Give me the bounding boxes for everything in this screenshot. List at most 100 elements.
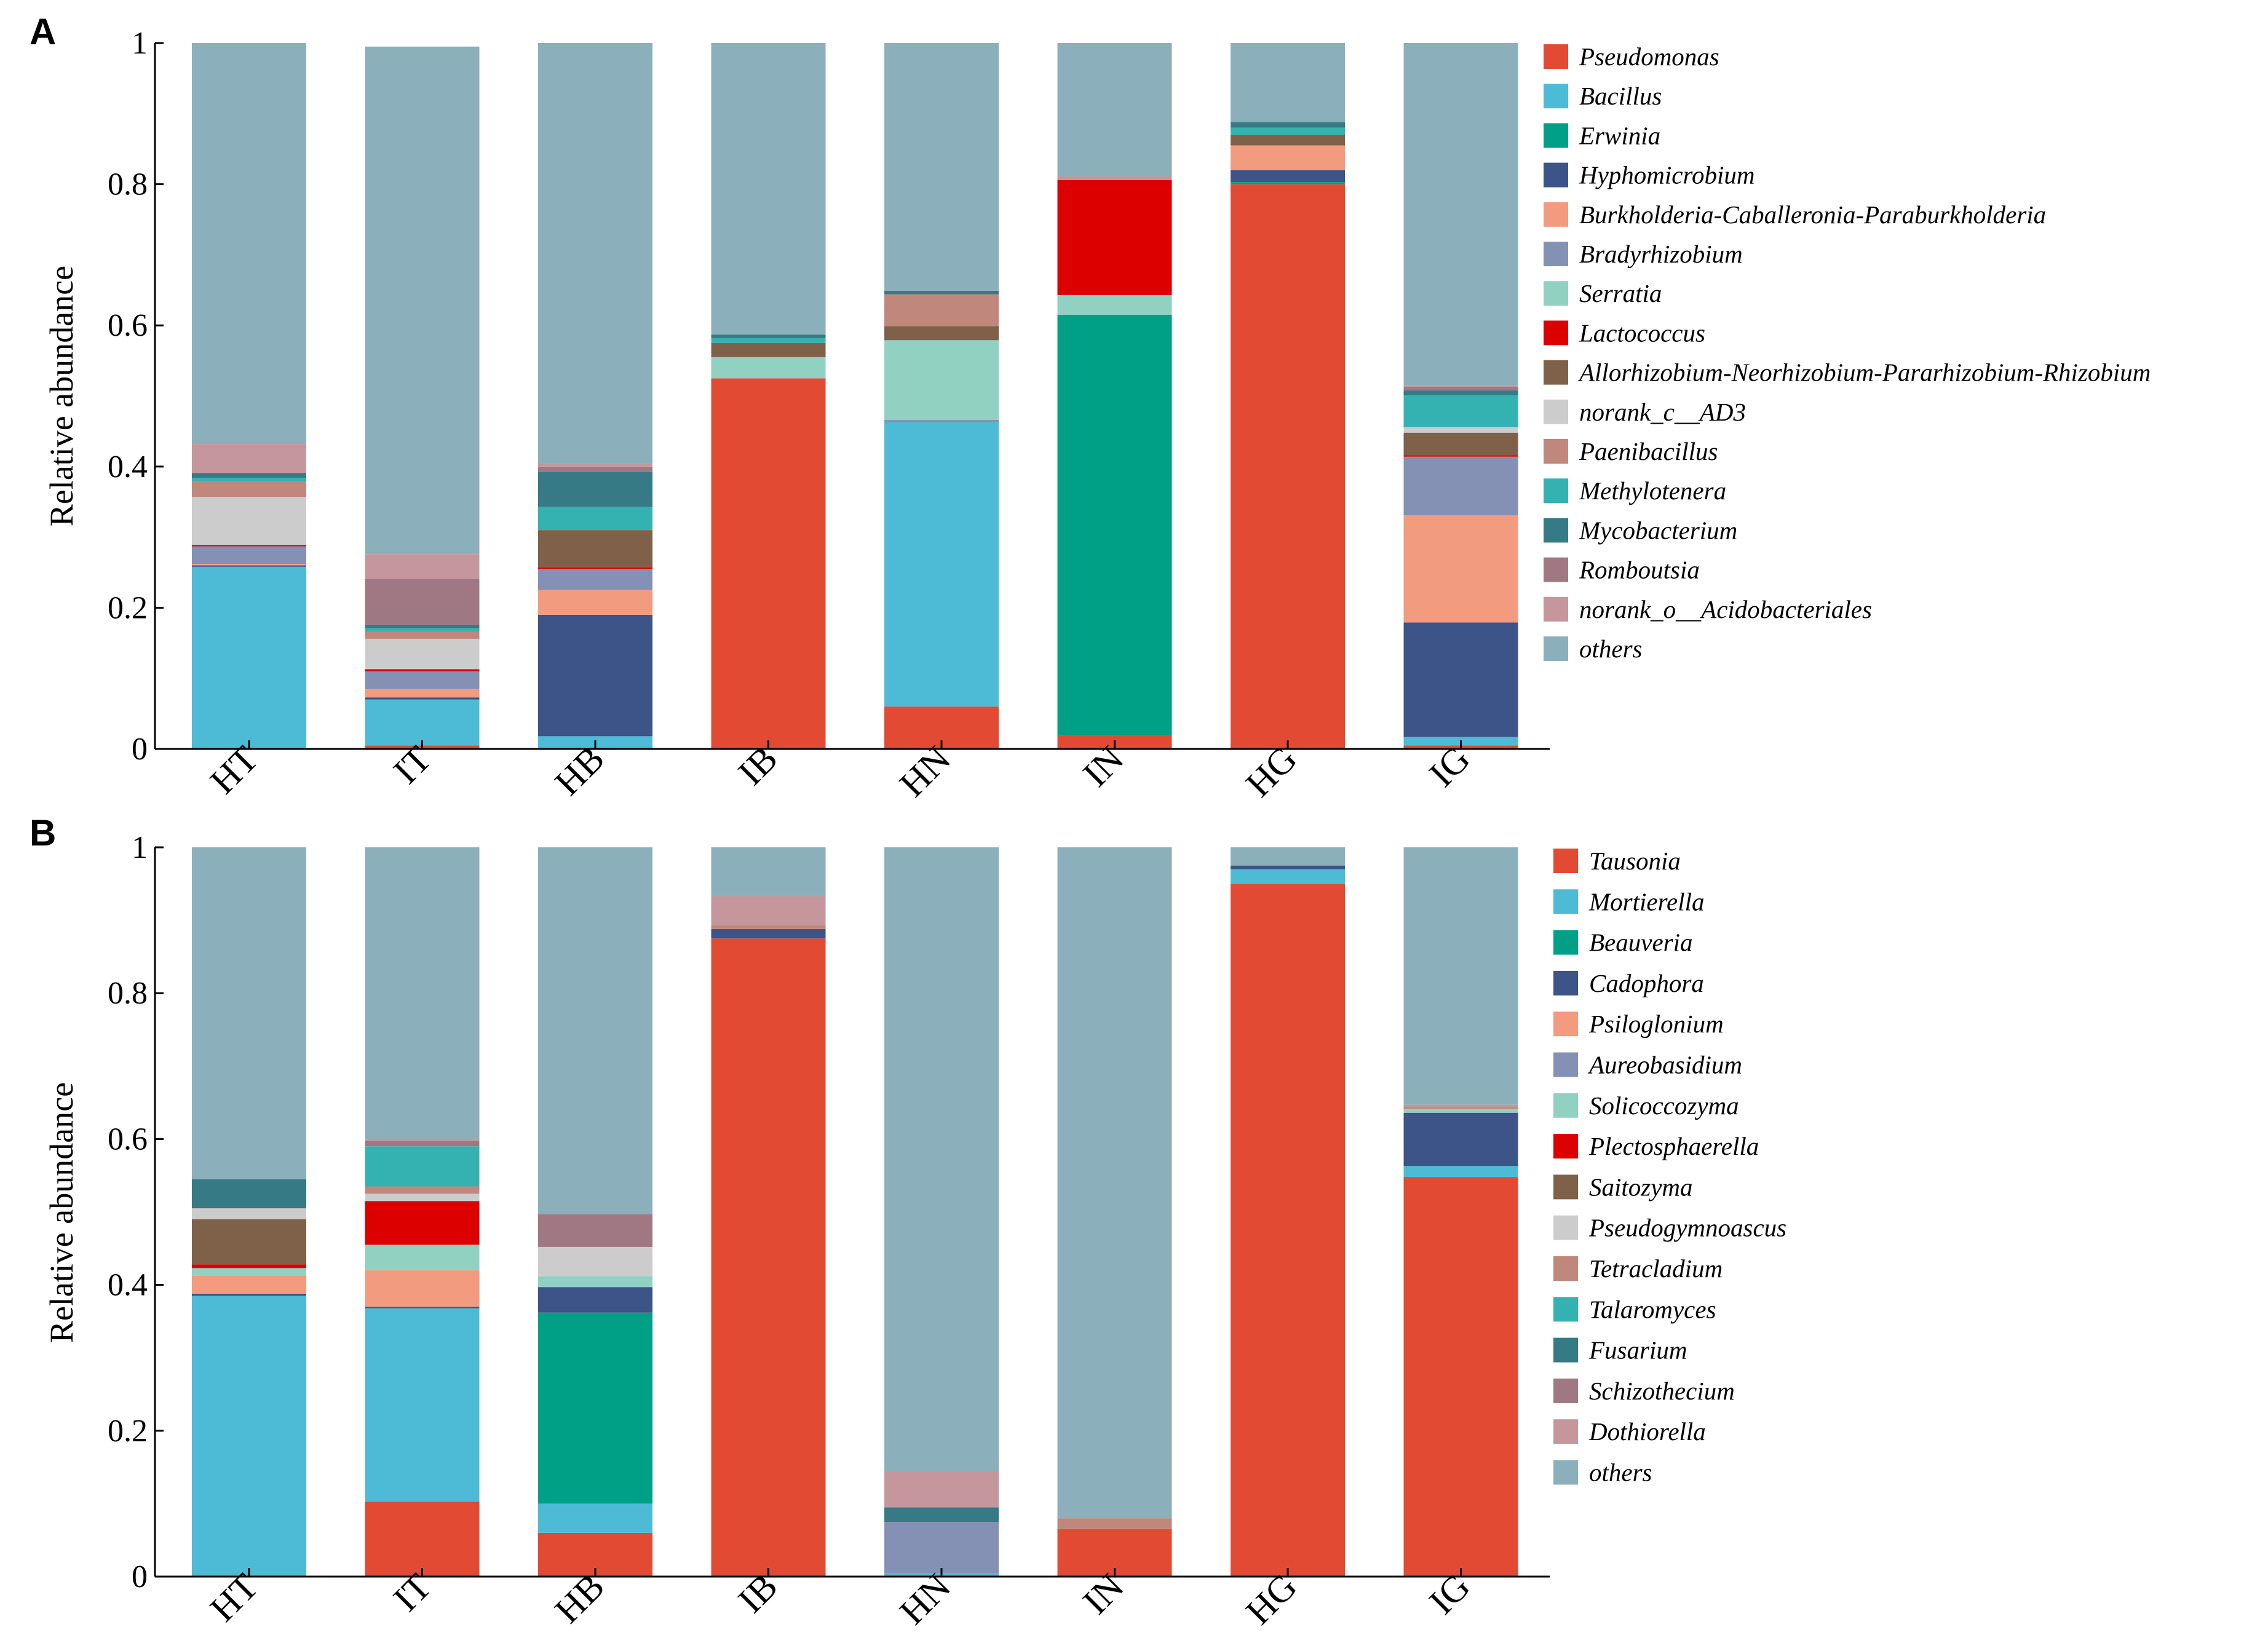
bar-segment-ig-others: [1403, 847, 1518, 1105]
bar-segment-hg-allorhizobium-neorhizobium-pararhizobium-rhizobium: [1231, 135, 1345, 146]
legend-item-dothiorella: Dothiorella: [1553, 1417, 1706, 1446]
bar-segment-in-serratia: [1057, 295, 1172, 315]
legend-item-others: others: [1553, 1459, 1652, 1487]
legend-swatch: [1553, 889, 1578, 914]
bar-segment-hb-schizothecium: [538, 1214, 652, 1247]
legend-item-allorhizobium-neorhizobium-pararhizobium-rhizobium: Allorhizobium-Neorhizobium-Pararhizobium…: [1544, 358, 2151, 387]
legend-label: Mortierella: [1588, 887, 1705, 916]
bar-segment-ig-lactococcus: [1403, 455, 1518, 457]
legend-swatch: [1544, 320, 1568, 346]
bar-segment-hg-methylotenera: [1231, 127, 1345, 135]
legend-item-burkholderia-caballeronia-paraburkholderia: Burkholderia-Caballeronia-Paraburkholder…: [1544, 200, 2046, 229]
y-tick-label: 0: [132, 1559, 148, 1594]
bar-segment-ig-dothiorella: [1403, 1104, 1518, 1107]
bar-segment-ib-pseudomonas: [711, 378, 826, 749]
legend-item-mycobacterium: Mycobacterium: [1544, 516, 1737, 544]
bar-segment-in-others: [1057, 847, 1172, 1519]
bar-segment-it-romboutsia: [365, 579, 480, 625]
legend-label: Beauveria: [1589, 928, 1692, 957]
legend-item-romboutsia: Romboutsia: [1544, 556, 1700, 584]
legend-label: Paenibacillus: [1579, 437, 1718, 465]
bar-segment-ib-dothiorella: [711, 896, 826, 925]
bar-segment-ib-mycobacterium: [711, 335, 826, 338]
legend-swatch: [1544, 596, 1568, 622]
legend-swatch: [1553, 1256, 1578, 1281]
legend-item-beauveria: Beauveria: [1553, 928, 1692, 957]
bar-segment-ib-others: [711, 847, 826, 897]
legend-item-psiloglonium: Psiloglonium: [1553, 1010, 1724, 1038]
legend-item-talaromyces: Talaromyces: [1553, 1295, 1716, 1323]
legend-label: Tetracladium: [1589, 1254, 1723, 1283]
legend-swatch: [1553, 1419, 1578, 1444]
bar-segment-it-pseudogymnoascus: [365, 1194, 480, 1202]
legend-item-serratia: Serratia: [1544, 279, 1662, 307]
bar-segment-ig-hyphomicrobium: [1403, 622, 1518, 737]
legend-label: Romboutsia: [1579, 556, 1700, 584]
legend-swatch: [1553, 1215, 1578, 1240]
legend-label: Serratia: [1579, 279, 1662, 307]
y-tick-label: 0: [132, 732, 148, 767]
bar-segment-hn-fusarium: [884, 1507, 999, 1522]
bar-segment-hn-others: [884, 43, 999, 291]
legend-swatch: [1544, 162, 1568, 188]
bar-segment-in-norank-o-acidobacteriales: [1057, 176, 1172, 180]
bar-segment-hb-burkholderia-caballeronia-paraburkholderia: [538, 590, 652, 615]
y-axis-title: Relative abundance: [43, 1082, 80, 1343]
bar-segment-hb-methylotenera: [538, 507, 652, 531]
bar-segment-ht-psiloglonium: [192, 1275, 306, 1294]
legend-item-mortierella: Mortierella: [1553, 887, 1705, 916]
bar-segment-hb-mortierella: [538, 1503, 652, 1533]
bar-segment-it-bacillus: [365, 699, 480, 746]
bar-segment-it-bradyrhizobium: [365, 671, 480, 689]
bar-segment-it-lactococcus: [365, 669, 480, 671]
bar-segment-ht-saitozyma: [192, 1219, 306, 1265]
bar-segment-hg-tausonia: [1231, 884, 1345, 1577]
bar-segment-hn-others: [884, 847, 999, 1471]
bars: [192, 43, 1518, 750]
bar-segment-ig-burkholderia-caballeronia-paraburkholderia: [1403, 515, 1518, 623]
legend-swatch: [1553, 849, 1578, 873]
bar-segment-hg-pseudomonas: [1231, 184, 1345, 750]
legend-label: Aureobasidium: [1587, 1051, 1742, 1079]
y-tick-label: 0.2: [108, 590, 148, 625]
legend-label: norank_c__AD3: [1579, 398, 1746, 426]
legend-label: Allorhizobium-Neorhizobium-Pararhizobium…: [1577, 358, 2151, 387]
bar-segment-hn-paenibacillus: [884, 294, 999, 327]
y-tick-label: 0.2: [108, 1414, 148, 1449]
legend-item-pseudomonas: Pseudomonas: [1544, 42, 1719, 71]
legend-item-bacillus: Bacillus: [1544, 82, 1662, 110]
legend-swatch: [1553, 1337, 1578, 1363]
bar-segment-ht-norank-o-acidobacteriales: [192, 444, 306, 473]
legend-swatch: [1544, 360, 1568, 385]
legend-label: Methylotenera: [1579, 477, 1726, 505]
legend-swatch: [1553, 930, 1578, 955]
legend-item-aureobasidium: Aureobasidium: [1553, 1051, 1742, 1079]
legend-label: Fusarium: [1588, 1336, 1687, 1364]
bar-segment-hn-aureobasidium: [884, 1522, 999, 1574]
legend-item-tetracladium: Tetracladium: [1553, 1254, 1723, 1283]
legend-swatch: [1553, 1378, 1578, 1403]
bar-segment-ht-bradyrhizobium: [192, 546, 306, 564]
bar-segment-in-lactococcus: [1057, 180, 1172, 295]
bar-segment-ht-burkholderia-caballeronia-paraburkholderia: [192, 564, 306, 566]
bar-segment-it-norank-c-ad3: [365, 638, 480, 670]
bar-segment-ht-plectosphaerella: [192, 1264, 306, 1269]
bar-segment-ht-methylotenera: [192, 478, 306, 481]
y-tick-label: 1: [132, 830, 148, 865]
legend-label: norank_o__Acidobacteriales: [1579, 595, 1872, 624]
bar-segment-hn-bacillus: [884, 422, 999, 707]
bar-segment-ig-tetracladium: [1403, 1107, 1518, 1109]
legend-item-erwinia: Erwinia: [1544, 121, 1660, 149]
legend-item-plectosphaerella: Plectosphaerella: [1553, 1132, 1759, 1160]
bar-segment-it-norank-o-acidobacteriales: [365, 554, 480, 579]
bar-segment-hg-others: [1231, 847, 1345, 866]
bar-segment-ig-others: [1403, 43, 1518, 386]
legend-swatch: [1544, 439, 1568, 464]
bar-segment-it-tetracladium: [365, 1186, 480, 1194]
legend-label: Burkholderia-Caballeronia-Paraburkholder…: [1579, 200, 2046, 229]
bar-segment-hb-bradyrhizobium: [538, 569, 652, 590]
bar-segment-ht-mycobacterium: [192, 473, 306, 478]
y-tick-label: 0.6: [108, 1122, 148, 1157]
